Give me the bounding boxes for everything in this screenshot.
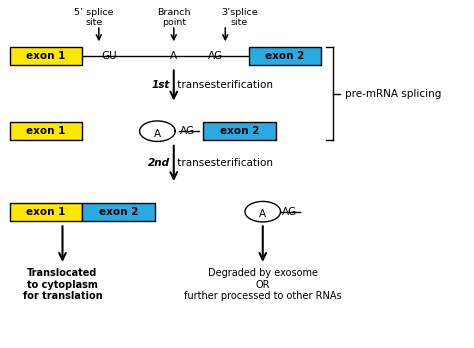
Text: 3’splice
site: 3’splice site	[221, 8, 258, 27]
Text: AG: AG	[180, 126, 195, 136]
FancyBboxPatch shape	[10, 203, 82, 221]
Text: Translocated
to cytoplasm
for translation: Translocated to cytoplasm for translatio…	[23, 268, 102, 301]
Text: exon 2: exon 2	[99, 207, 138, 217]
FancyBboxPatch shape	[10, 47, 82, 65]
FancyBboxPatch shape	[10, 122, 82, 140]
Text: Branch
point: Branch point	[157, 8, 191, 27]
Text: pre-mRNA splicing: pre-mRNA splicing	[345, 88, 441, 98]
Text: transesterification: transesterification	[174, 158, 273, 168]
Text: 5’ splice
site: 5’ splice site	[74, 8, 114, 27]
Text: AG: AG	[208, 51, 223, 61]
Text: A: A	[259, 209, 266, 219]
Text: AG: AG	[282, 207, 297, 217]
Text: A: A	[154, 129, 161, 139]
Text: exon 1: exon 1	[27, 207, 66, 217]
Text: exon 1: exon 1	[27, 51, 66, 61]
Text: GU: GU	[101, 51, 117, 61]
FancyBboxPatch shape	[249, 47, 321, 65]
Text: exon 2: exon 2	[265, 51, 305, 61]
Text: A: A	[170, 51, 177, 61]
Text: 2nd: 2nd	[148, 158, 170, 168]
Text: 1st: 1st	[152, 80, 170, 90]
FancyBboxPatch shape	[82, 203, 155, 221]
Text: Degraded by exosome
OR
further processed to other RNAs: Degraded by exosome OR further processed…	[184, 268, 342, 301]
Text: transesterification: transesterification	[174, 80, 273, 90]
FancyBboxPatch shape	[203, 122, 276, 140]
Text: exon 1: exon 1	[27, 126, 66, 136]
Text: exon 2: exon 2	[220, 126, 259, 136]
